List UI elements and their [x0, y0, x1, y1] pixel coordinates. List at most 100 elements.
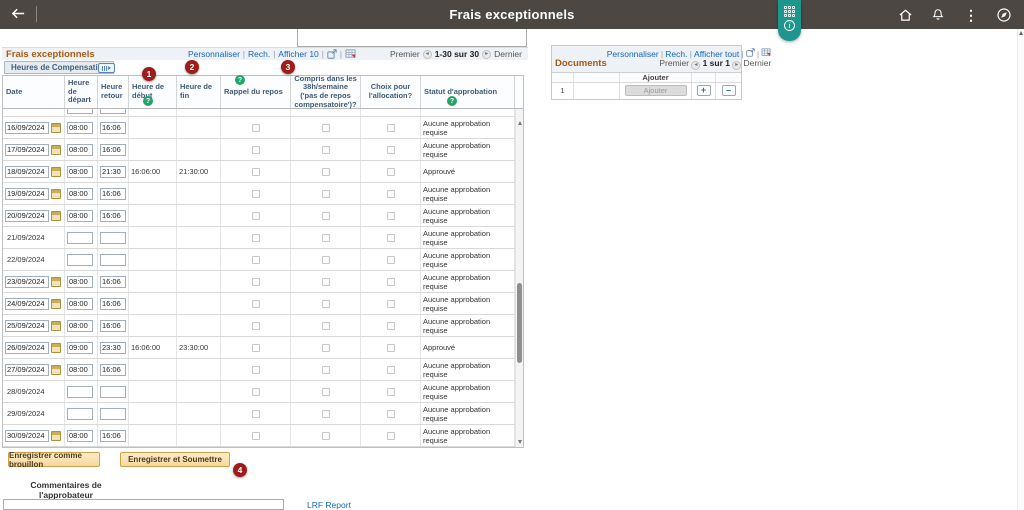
heure-depart-input[interactable] — [67, 341, 93, 354]
checkbox[interactable] — [386, 233, 395, 242]
info-icon[interactable]: i — [784, 20, 795, 31]
heure-retour-input[interactable] — [100, 341, 126, 354]
approver-comments-input[interactable] — [3, 499, 284, 510]
checkbox[interactable] — [251, 189, 260, 198]
date-input[interactable] — [5, 209, 49, 222]
heure-retour-input[interactable] — [100, 407, 126, 420]
popup-window-icon[interactable] — [746, 48, 755, 57]
heure-depart-input[interactable] — [67, 385, 93, 398]
navbar-compass-icon[interactable] — [996, 7, 1012, 23]
save-draft-button[interactable]: Enregistrer comme brouillon — [8, 451, 100, 469]
delete-row-button[interactable]: – — [721, 85, 736, 96]
checkbox[interactable] — [251, 123, 260, 132]
heure-depart-input[interactable] — [67, 363, 93, 376]
date-input[interactable] — [5, 341, 49, 354]
heure-retour-input[interactable] — [100, 319, 126, 332]
back-button[interactable] — [8, 5, 28, 23]
grid-dots-icon[interactable] — [783, 6, 796, 17]
tab-heures-compensation[interactable]: Heures de Compensation — [4, 61, 115, 74]
personnaliser-link[interactable]: Personnaliser — [606, 49, 659, 59]
download-grid-icon[interactable] — [761, 48, 771, 57]
heure-depart-input[interactable] — [67, 165, 93, 178]
add-row-button[interactable]: + — [696, 85, 711, 96]
help-icon-statut[interactable]: ? — [447, 96, 457, 106]
calendar-icon[interactable] — [51, 122, 61, 133]
checkbox[interactable] — [386, 409, 395, 418]
checkbox[interactable] — [386, 189, 395, 198]
checkbox[interactable] — [321, 299, 330, 308]
heure-retour-input[interactable] — [100, 109, 126, 114]
checkbox[interactable] — [321, 211, 330, 220]
checkbox[interactable] — [386, 145, 395, 154]
show-all-columns-icon[interactable] — [98, 63, 115, 73]
help-icon-rappel-repos[interactable]: ? — [235, 75, 245, 85]
date-input[interactable] — [5, 121, 49, 134]
checkbox[interactable] — [386, 299, 395, 308]
checkbox[interactable] — [386, 321, 395, 330]
home-icon[interactable] — [897, 7, 913, 23]
checkbox[interactable] — [321, 145, 330, 154]
calendar-icon[interactable] — [51, 430, 61, 441]
date-input[interactable] — [5, 187, 49, 200]
checkbox[interactable] — [321, 431, 330, 440]
heure-depart-input[interactable] — [67, 275, 93, 288]
checkbox[interactable] — [321, 365, 330, 374]
checkbox[interactable] — [321, 387, 330, 396]
lrf-report-link[interactable]: LRF Report — [307, 500, 351, 510]
checkbox[interactable] — [321, 167, 330, 176]
notifications-bell-icon[interactable] — [930, 7, 946, 23]
heure-retour-input[interactable] — [100, 231, 126, 244]
dernier-label[interactable]: Dernier — [743, 58, 772, 68]
date-input[interactable] — [5, 363, 49, 376]
download-grid-icon[interactable] — [345, 49, 356, 59]
heure-depart-input[interactable] — [67, 319, 93, 332]
checkbox[interactable] — [386, 431, 395, 440]
popup-window-icon[interactable] — [327, 49, 337, 59]
afficher-tout-link[interactable]: Afficher tout — [694, 49, 740, 59]
rech-link[interactable]: Rech. — [665, 49, 688, 59]
heure-depart-input[interactable] — [67, 429, 93, 442]
checkbox[interactable] — [251, 343, 260, 352]
rech-link[interactable]: Rech. — [248, 49, 271, 59]
heure-retour-input[interactable] — [100, 297, 126, 310]
checkbox[interactable] — [321, 321, 330, 330]
checkbox[interactable] — [251, 167, 260, 176]
checkbox[interactable] — [251, 233, 260, 242]
checkbox[interactable] — [321, 123, 330, 132]
calendar-icon[interactable] — [51, 364, 61, 375]
save-submit-button[interactable]: Enregistrer et Soumettre — [120, 452, 230, 467]
prev-page-icon[interactable]: ◂ — [691, 60, 701, 70]
heure-depart-input[interactable] — [67, 231, 93, 244]
checkbox[interactable] — [386, 343, 395, 352]
date-input[interactable] — [5, 143, 49, 156]
heure-depart-input[interactable] — [67, 297, 93, 310]
checkbox[interactable] — [386, 255, 395, 264]
checkbox[interactable] — [251, 277, 260, 286]
calendar-icon[interactable] — [51, 342, 61, 353]
heure-retour-input[interactable] — [100, 209, 126, 222]
checkbox[interactable] — [321, 189, 330, 198]
heure-depart-input[interactable] — [67, 253, 93, 266]
checkbox[interactable] — [251, 145, 260, 154]
checkbox[interactable] — [386, 387, 395, 396]
checkbox[interactable] — [386, 365, 395, 374]
calendar-icon[interactable] — [51, 166, 61, 177]
checkbox[interactable] — [321, 343, 330, 352]
help-icon-heure-debut[interactable]: ? — [143, 96, 153, 106]
heure-retour-input[interactable] — [100, 143, 126, 156]
heure-retour-input[interactable] — [100, 385, 126, 398]
heure-depart-input[interactable] — [67, 407, 93, 420]
checkbox[interactable] — [251, 387, 260, 396]
checkbox[interactable] — [251, 255, 260, 264]
scroll-up-icon[interactable] — [517, 121, 522, 125]
dernier-label[interactable]: Dernier — [494, 49, 522, 59]
checkbox[interactable] — [321, 277, 330, 286]
checkbox[interactable] — [386, 123, 395, 132]
checkbox[interactable] — [321, 409, 330, 418]
checkbox[interactable] — [386, 211, 395, 220]
checkbox[interactable] — [251, 211, 260, 220]
calendar-icon[interactable] — [51, 210, 61, 221]
heure-retour-input[interactable] — [100, 121, 126, 134]
heure-retour-input[interactable] — [100, 429, 126, 442]
scroll-down-icon[interactable] — [517, 440, 522, 444]
